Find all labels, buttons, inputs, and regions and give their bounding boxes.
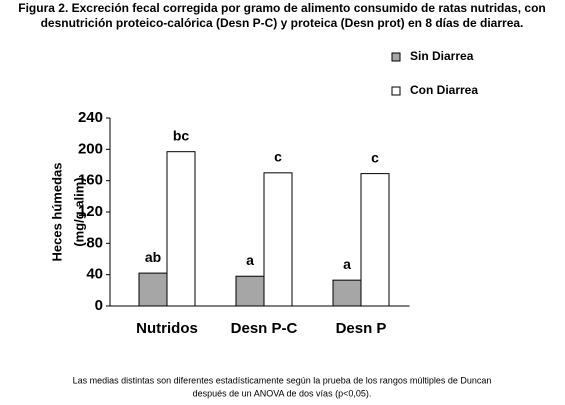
footnote: Las medias distintas son diferentes esta…	[73, 375, 492, 385]
x-tick-label: Desn P-C	[231, 320, 298, 337]
footnote: después de un ANOVA de dos vías (p<0,05)…	[193, 388, 372, 398]
chart-title: Figura 2. Excreción fecal corregida por …	[18, 1, 545, 15]
bar	[263, 172, 293, 307]
bar	[138, 272, 168, 307]
bar-annotation: a	[343, 256, 351, 272]
bar	[332, 279, 362, 307]
legend-swatch	[391, 52, 401, 62]
y-tick-label: 80	[86, 234, 103, 251]
bar	[166, 151, 196, 307]
bar-annotation: bc	[173, 127, 190, 143]
bar-annotation: ab	[145, 249, 161, 265]
bar-annotation: c	[274, 149, 282, 165]
bar	[360, 173, 390, 307]
y-tick-label: 240	[78, 109, 103, 126]
y-tick-label: 40	[86, 266, 103, 283]
x-tick-label: Desn P	[336, 320, 387, 337]
y-axis-label: (mg/g alim)	[71, 177, 86, 246]
y-tick-label: 200	[78, 140, 103, 157]
bar	[235, 275, 265, 307]
y-axis-label: Heces húmedas	[49, 163, 64, 262]
bar-annotation: a	[246, 252, 254, 268]
legend-label: Sin Diarrea	[410, 49, 474, 63]
legend-label: Con Diarrea	[410, 83, 478, 97]
chart-title: desnutrición proteico-calórica (Desn P-C…	[41, 16, 524, 30]
y-tick-label: 160	[78, 172, 103, 189]
x-tick-label: Nutridos	[136, 320, 198, 337]
y-tick-label: 120	[78, 203, 103, 220]
legend-swatch	[391, 86, 401, 96]
y-tick-label: 0	[95, 297, 103, 314]
bar-annotation: c	[371, 149, 379, 165]
